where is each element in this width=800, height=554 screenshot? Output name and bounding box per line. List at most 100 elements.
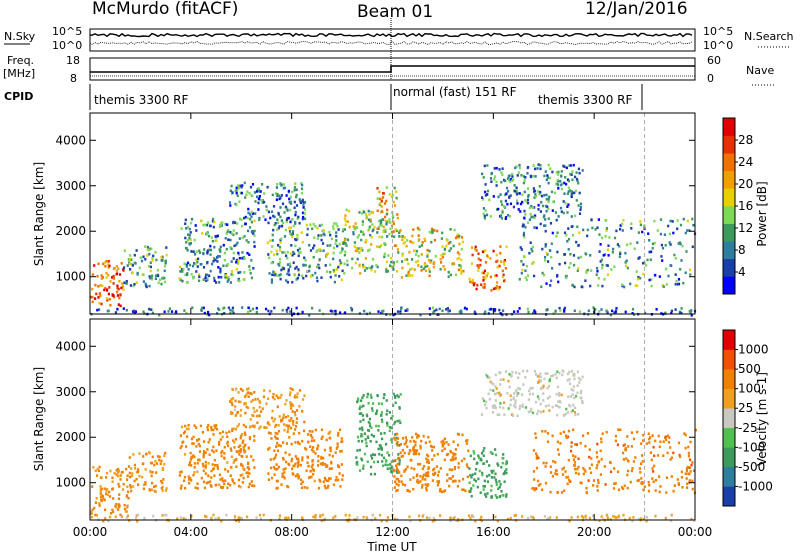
echo-cell <box>328 230 331 234</box>
echo-cell <box>121 470 124 474</box>
echo-cell <box>482 279 485 282</box>
echo-cell <box>547 163 550 167</box>
echo-cell <box>270 210 274 213</box>
echo-cell <box>464 489 467 493</box>
echo-cell <box>369 440 372 443</box>
echo-cell <box>275 394 278 397</box>
echo-cell <box>398 480 401 483</box>
echo-cell <box>614 434 617 438</box>
echo-cell <box>312 450 315 453</box>
echo-cell <box>362 404 365 408</box>
echo-cell <box>490 484 493 488</box>
echo-cell <box>386 235 389 238</box>
echo-cell <box>189 461 192 464</box>
echo-cell <box>273 306 276 310</box>
echo-cell <box>242 255 245 259</box>
echo-cell <box>253 484 256 488</box>
echo-cell <box>534 195 538 198</box>
echo-cell <box>506 214 510 217</box>
echo-cell <box>104 508 107 512</box>
echo-cell <box>386 451 389 454</box>
echo-cell <box>527 389 531 393</box>
echo-cell <box>513 514 516 517</box>
echo-cell <box>235 465 238 468</box>
echo-cell <box>198 251 202 254</box>
echo-cell <box>194 262 197 266</box>
echo-cell <box>184 222 187 225</box>
echo-cell <box>202 455 205 459</box>
echo-cell <box>381 460 384 463</box>
echo-cell <box>610 470 613 474</box>
echo-cell <box>350 306 353 310</box>
echo-cell <box>479 491 482 494</box>
echo-cell <box>554 310 557 313</box>
echo-cell <box>398 231 401 234</box>
echo-cell <box>665 267 668 271</box>
echo-cell <box>357 247 360 250</box>
echo-cell <box>539 482 542 486</box>
echo-cell <box>258 195 261 198</box>
velocity-axes: 00:00 04:00 08:00 12:00 16:00 20:00 00:0010002… <box>55 319 712 539</box>
echo-cell <box>327 484 330 488</box>
echo-cell <box>132 284 135 288</box>
echo-cell <box>493 404 496 407</box>
echo-cell <box>257 187 260 190</box>
echo-cell <box>287 425 290 428</box>
echo-cell <box>267 448 270 451</box>
echo-cell <box>351 257 354 261</box>
echo-cell <box>369 233 372 237</box>
echo-cell <box>685 477 688 480</box>
echo-cell <box>297 457 300 461</box>
echo-cell <box>523 190 526 194</box>
echo-cell <box>134 310 137 313</box>
colorbar-tick-label: 4 <box>738 265 746 279</box>
echo-cell <box>323 484 326 488</box>
echo-cell <box>678 241 682 244</box>
echo-cell <box>614 310 617 314</box>
echo-cell <box>277 211 280 215</box>
colorbar-swatch <box>723 241 735 260</box>
echo-cell <box>293 273 296 277</box>
echo-cell <box>203 311 206 315</box>
echo-cell <box>501 275 504 279</box>
echo-cell <box>352 232 355 236</box>
echo-cell <box>482 276 485 279</box>
echo-cell <box>645 264 648 267</box>
echo-cell <box>454 448 457 451</box>
echo-cell <box>433 454 436 457</box>
echo-cell <box>230 401 233 405</box>
echo-cell <box>323 448 326 452</box>
echo-cell <box>566 239 569 243</box>
echo-cell <box>328 453 331 457</box>
echo-cell <box>276 218 279 221</box>
echo-cell <box>362 233 365 236</box>
echo-cell <box>506 517 509 521</box>
echo-cell <box>107 519 110 523</box>
echo-cell <box>366 460 369 463</box>
echo-cell <box>390 256 393 260</box>
echo-cell <box>567 429 570 433</box>
echo-cell <box>516 414 519 418</box>
echo-cell <box>607 244 610 247</box>
echo-cell <box>356 257 359 261</box>
echo-cell <box>160 282 163 286</box>
echo-cell <box>230 410 233 414</box>
echo-cell <box>522 234 525 237</box>
echo-cell <box>274 222 277 225</box>
echo-cell <box>440 237 443 240</box>
echo-cell <box>241 389 244 392</box>
echo-cell <box>424 441 427 445</box>
echo-cell <box>649 258 652 261</box>
echo-cell <box>225 513 228 517</box>
echo-cell <box>185 311 188 315</box>
echo-cell <box>629 242 632 245</box>
echo-cell <box>230 455 233 458</box>
echo-cell <box>278 415 281 418</box>
echo-cell <box>648 239 651 242</box>
echo-cell <box>281 251 284 254</box>
echo-cell <box>276 437 279 441</box>
echo-cell <box>125 516 129 519</box>
echo-cell <box>683 432 686 435</box>
echo-cell <box>469 280 472 284</box>
